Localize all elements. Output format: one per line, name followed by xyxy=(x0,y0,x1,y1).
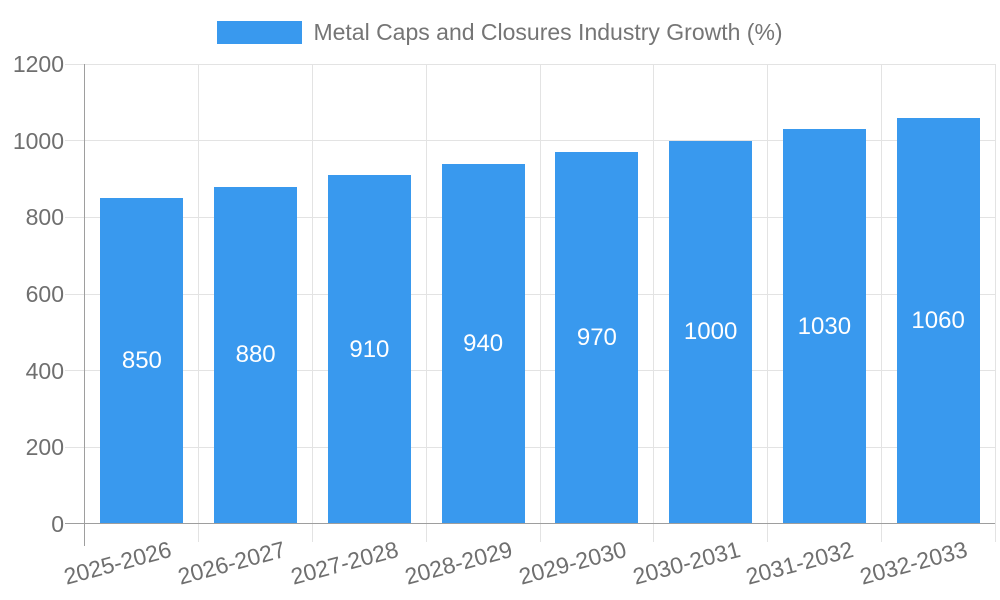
gridline-horizontal xyxy=(65,293,995,295)
bar xyxy=(782,129,866,524)
y-tick-label: 800 xyxy=(25,204,64,231)
gridline-vertical xyxy=(312,64,313,542)
x-tick-label: 2027-2028 xyxy=(288,535,402,590)
gridline-vertical xyxy=(767,64,768,542)
plot-area: 850 2025-2026 880 2026-2027 910 2027-2028 940 2… xyxy=(61,63,996,590)
y-tick-label: 200 xyxy=(25,434,64,461)
bar xyxy=(214,186,298,524)
bar xyxy=(441,163,525,524)
gridline-horizontal xyxy=(65,140,995,142)
gridline-horizontal xyxy=(65,216,995,218)
y-axis-line xyxy=(84,64,85,546)
bar-value-label: 1030 xyxy=(797,312,852,340)
gridline-vertical xyxy=(653,64,655,542)
bar-value-label: 850 xyxy=(121,347,162,375)
x-tick-label: 2030-2031 xyxy=(629,535,743,590)
gridline-vertical xyxy=(880,64,882,542)
gridline-vertical xyxy=(425,64,427,542)
x-tick-label: 2029-2030 xyxy=(515,535,629,590)
y-tick-label: 0 xyxy=(51,511,64,537)
gridline-horizontal xyxy=(65,370,995,372)
x-tick-label: 2031-2032 xyxy=(743,535,857,590)
gridline-horizontal xyxy=(65,446,995,448)
bar xyxy=(896,117,980,524)
bar xyxy=(555,152,639,524)
bar xyxy=(100,198,184,524)
gridline-horizontal xyxy=(65,63,995,65)
bar-value-label: 910 xyxy=(349,335,390,363)
bar xyxy=(669,140,753,524)
legend: Metal Caps and Closures Industry Growth … xyxy=(0,19,1000,45)
bar-value-label: 880 xyxy=(235,341,276,369)
x-tick-label: 2025-2026 xyxy=(60,535,174,590)
y-tick-label: 400 xyxy=(25,357,64,384)
x-axis-line xyxy=(65,523,995,524)
bar-value-label: 1060 xyxy=(911,306,965,334)
gridline-vertical xyxy=(539,64,541,542)
bar-value-label: 970 xyxy=(576,324,617,352)
bar-value-label: 940 xyxy=(463,329,504,357)
y-tick-label: 600 xyxy=(25,281,64,307)
x-tick-label: 2028-2029 xyxy=(402,535,516,590)
x-tick-label: 2026-2027 xyxy=(174,535,288,590)
y-tick-label: 1000 xyxy=(12,127,64,154)
legend-swatch xyxy=(217,20,303,44)
y-tick-label: 1200 xyxy=(12,51,64,77)
x-tick-label: 2032-2033 xyxy=(857,535,971,590)
chart-title: Metal Caps and Closures Industry Growth … xyxy=(313,19,783,45)
bar-value-label: 1000 xyxy=(683,318,738,346)
gridline-vertical xyxy=(994,64,996,542)
gridline-vertical xyxy=(198,64,200,542)
bar xyxy=(327,175,411,524)
